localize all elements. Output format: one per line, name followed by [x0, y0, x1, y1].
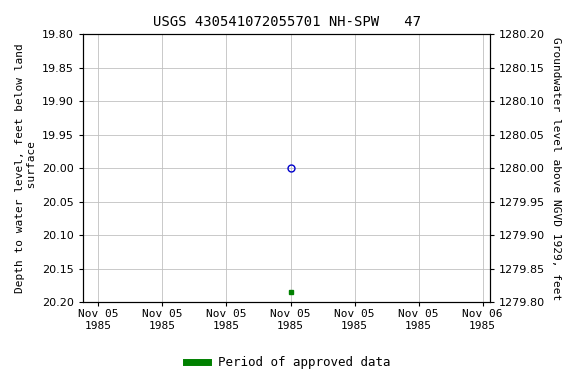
- Title: USGS 430541072055701 NH-SPW   47: USGS 430541072055701 NH-SPW 47: [153, 15, 420, 29]
- Y-axis label: Groundwater level above NGVD 1929, feet: Groundwater level above NGVD 1929, feet: [551, 36, 561, 300]
- Legend: Period of approved data: Period of approved data: [180, 351, 396, 374]
- Y-axis label: Depth to water level, feet below land
 surface: Depth to water level, feet below land su…: [15, 43, 37, 293]
